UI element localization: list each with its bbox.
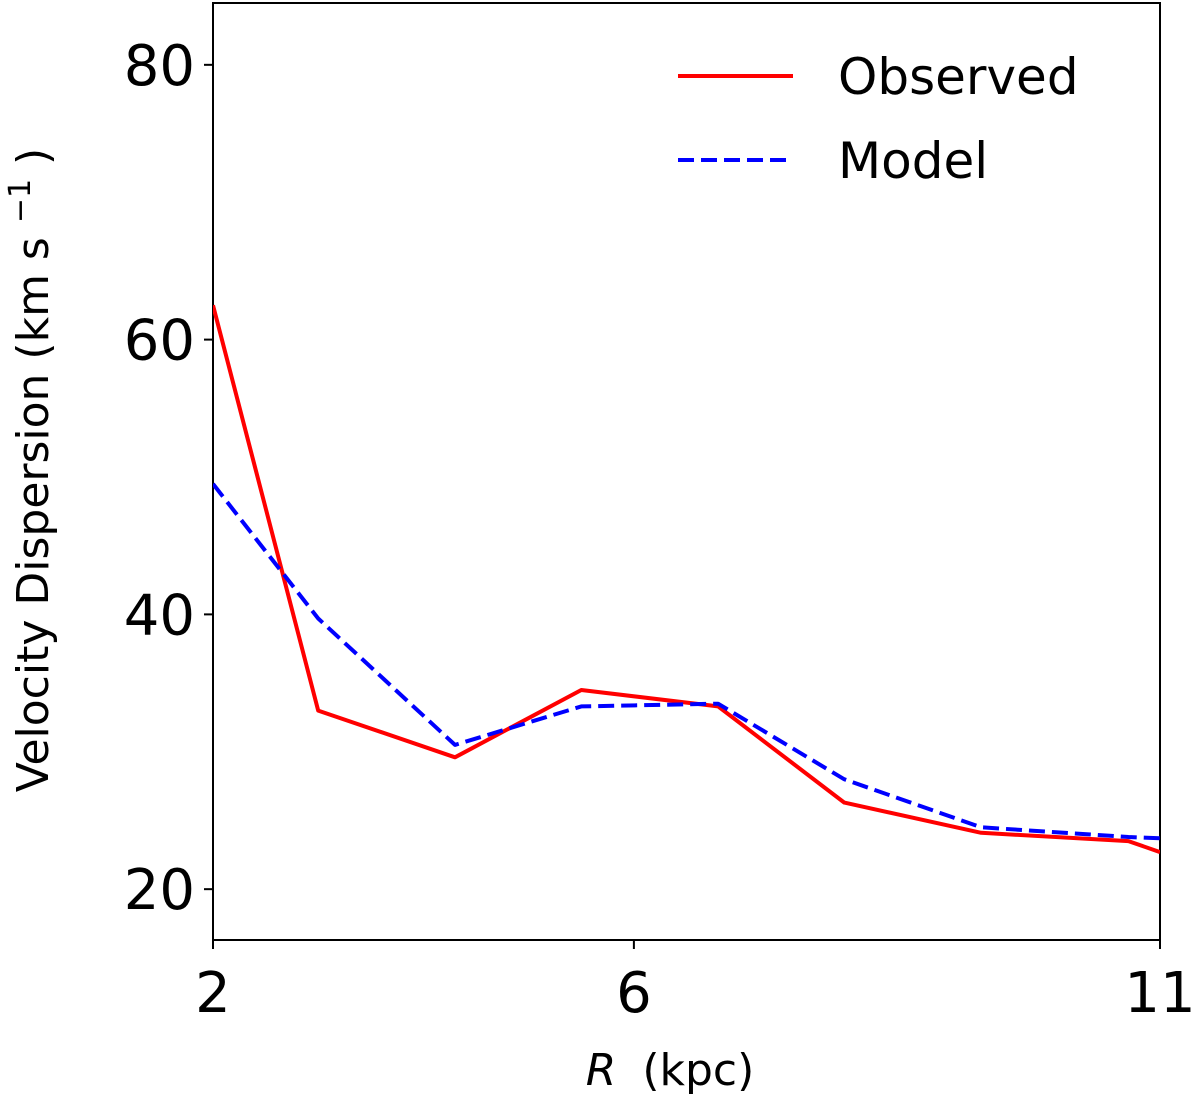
y-tick-label-80: 80 <box>124 34 195 99</box>
series-layer <box>213 304 1160 854</box>
series-line-observed <box>213 304 1160 854</box>
x-axis-unit: (kpc) <box>642 1045 754 1096</box>
x-axis-label: R (kpc) <box>586 1045 755 1096</box>
x-tick-label-11: 11 <box>1124 961 1195 1026</box>
series-line-model <box>213 482 1160 841</box>
plot-area <box>212 2 1161 941</box>
legend: Observed Model <box>678 48 1079 190</box>
y-tick-label-60: 60 <box>124 309 195 374</box>
ticks-layer: 2 6 11 20 40 60 80 <box>124 34 1196 1026</box>
y-tick-label-40: 40 <box>124 583 195 648</box>
legend-label-observed: Observed <box>838 48 1079 106</box>
y-tick-label-20: 20 <box>124 858 195 923</box>
plot-frame <box>212 2 1161 941</box>
y-axis-label: Velocity Dispersion (km s −1 ) <box>0 148 59 792</box>
x-tick-label-6: 6 <box>616 961 652 1026</box>
legend-label-model: Model <box>838 132 988 190</box>
x-tick-label-2: 2 <box>195 961 231 1026</box>
y-axis-label-text: Velocity Dispersion (km s <box>8 237 59 792</box>
y-axis-label-suffix: ) <box>8 148 59 165</box>
x-axis-variable: R <box>586 1045 617 1096</box>
y-axis-label-exponent: −1 <box>3 179 38 223</box>
